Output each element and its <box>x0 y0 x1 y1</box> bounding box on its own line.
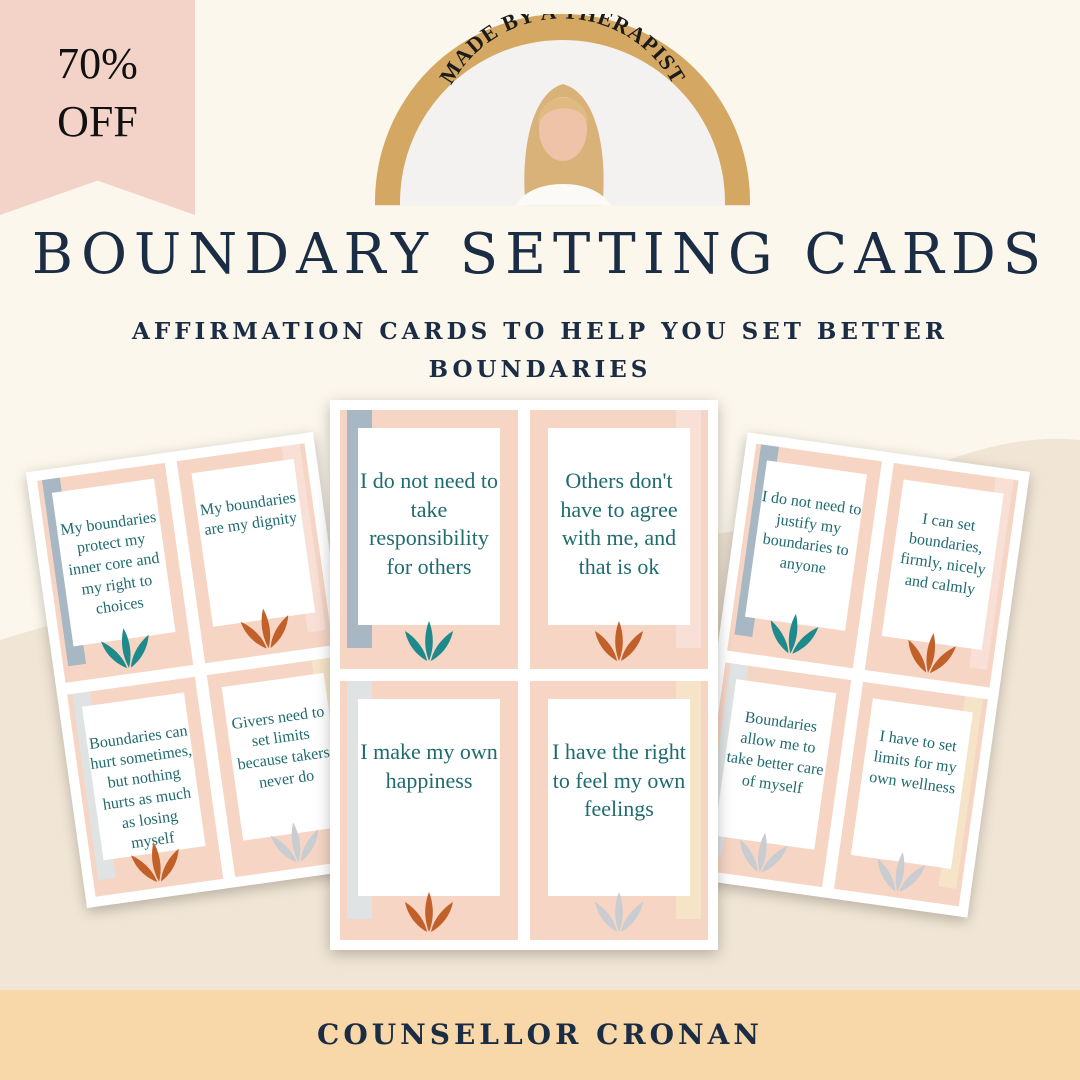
affirmation-card: My boundaries are my dignity <box>176 443 333 664</box>
leaf-icon <box>595 892 643 933</box>
card-text: My boundaries protect my inner core and … <box>51 478 176 647</box>
leaf-icon <box>908 632 956 673</box>
leaf-icon <box>270 822 318 863</box>
page-title: BOUNDARY SETTING CARDS <box>31 222 1049 287</box>
discount-percent: 70% <box>57 39 138 88</box>
leaf-icon <box>740 832 788 873</box>
card-text: Boundaries can hurt sometimes, but nothi… <box>81 692 206 861</box>
discount-off: OFF <box>57 97 138 146</box>
footer-banner: COUNSELLOR CRONAN <box>0 990 1080 1080</box>
discount-badge: 70% OFF <box>0 0 195 215</box>
leaf-icon <box>240 608 288 649</box>
card-text: Boundaries allow me to take better care … <box>713 678 837 851</box>
card-text: Others don't have to agree with me, and … <box>547 428 691 625</box>
affirmation-card: Boundaries allow me to take better care … <box>696 662 851 888</box>
card-text: Givers need to set limits because takers… <box>221 673 346 841</box>
affirmation-card: My boundaries protect my inner core and … <box>37 462 194 683</box>
subtitle-line-2: BOUNDARIES <box>428 356 652 383</box>
subtitle-line-1: AFFIRMATION CARDS TO HELP YOU SET BETTER <box>132 318 948 345</box>
card-sheet-left: My boundaries protect my inner core and … <box>25 431 375 909</box>
leaf-icon <box>595 621 643 662</box>
affirmation-card: I do not need to take responsibility for… <box>340 410 518 669</box>
card-text: I do not need to take responsibility for… <box>357 428 501 625</box>
affirmation-card: I can set boundaries, firmly, nicely and… <box>864 462 1019 688</box>
svg-text:MADE BY A THERAPIST: MADE BY A THERAPIST <box>434 14 691 88</box>
leaf-icon <box>877 851 925 892</box>
leaf-icon <box>771 613 819 654</box>
card-text: My boundaries are my dignity <box>191 459 316 628</box>
affirmation-card: I do not need to justify my boundaries t… <box>727 443 882 669</box>
card-text: I make my own happiness <box>357 699 501 896</box>
leaf-icon <box>100 628 149 669</box>
affirmation-card: Givers need to set limits because takers… <box>206 657 363 878</box>
therapist-portrait <box>514 84 612 206</box>
leaf-icon <box>405 892 453 933</box>
arch-label: MADE BY A THERAPIST <box>434 14 691 88</box>
card-text: I do not need to justify my boundaries t… <box>744 459 867 632</box>
affirmation-card: Boundaries can hurt sometimes, but nothi… <box>67 676 224 897</box>
leaf-icon <box>405 621 453 662</box>
card-sheet-center: I do not need to take responsibility for… <box>330 400 718 950</box>
affirmation-card: Others don't have to agree with me, and … <box>530 410 708 669</box>
card-text: I have the right to feel my own feelings <box>547 699 691 896</box>
leaf-icon <box>130 842 179 882</box>
affirmation-card: I have to set limits for my own wellness <box>833 681 988 907</box>
card-sheet-right: I do not need to justify my boundaries t… <box>685 432 1030 918</box>
brand-name: COUNSELLOR CRONAN <box>317 1018 763 1051</box>
affirmation-card: I make my own happiness <box>340 681 518 940</box>
affirmation-card: I have the right to feel my own feelings <box>530 681 708 940</box>
